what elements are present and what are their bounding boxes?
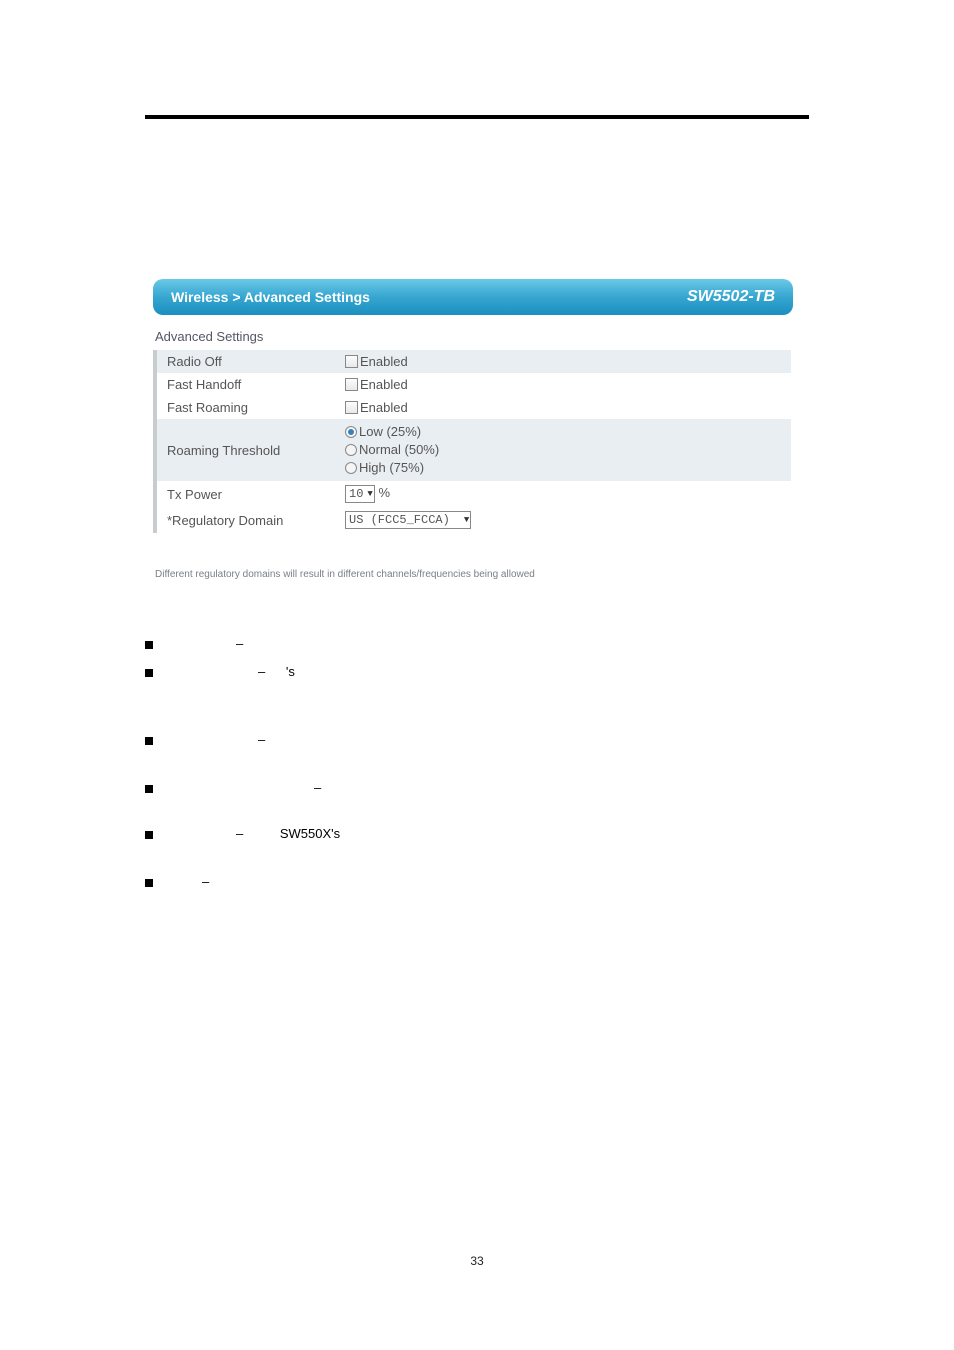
bullet-text: 's: [286, 664, 295, 679]
label-roaming-threshold: Roaming Threshold: [155, 419, 335, 481]
description-list: – – 's – – – SW550X's: [145, 636, 809, 894]
select-regulatory-domain-value: US (FCC5_FCCA): [349, 513, 450, 527]
regulatory-hint: Different regulatory domains will result…: [155, 569, 793, 580]
label-tx-power: Tx Power: [155, 481, 335, 507]
bullet-icon: [145, 641, 153, 649]
top-divider: [145, 115, 809, 119]
dash: –: [258, 732, 265, 747]
row-radio-off: Radio Off Enabled: [155, 350, 791, 373]
row-fast-handoff: Fast Handoff Enabled: [155, 373, 791, 396]
list-item: –: [145, 780, 809, 818]
checkbox-fast-handoff-label: Enabled: [360, 377, 408, 392]
device-model: SW5502-TB: [687, 288, 775, 306]
checkbox-fast-handoff[interactable]: [345, 378, 358, 391]
section-title: Advanced Settings: [153, 315, 793, 350]
label-fast-roaming: Fast Roaming: [155, 396, 335, 419]
chevron-down-icon: ▼: [464, 515, 469, 525]
list-item: – 's: [145, 664, 809, 724]
page-number: 33: [0, 1254, 954, 1268]
settings-table: Radio Off Enabled Fast Handoff Enabled F…: [153, 350, 793, 533]
list-item: –: [145, 636, 809, 656]
radio-roaming-normal[interactable]: [345, 444, 357, 456]
bullet-icon: [145, 831, 153, 839]
checkbox-radio-off-label: Enabled: [360, 354, 408, 369]
bullet-icon: [145, 785, 153, 793]
dash: –: [236, 826, 243, 841]
checkbox-fast-roaming[interactable]: [345, 401, 358, 414]
radio-roaming-low[interactable]: [345, 426, 357, 438]
breadcrumb: Wireless > Advanced Settings: [171, 289, 370, 305]
chevron-down-icon: ▼: [367, 489, 372, 499]
select-regulatory-domain[interactable]: US (FCC5_FCCA) ▼: [345, 511, 471, 529]
dash: –: [258, 664, 265, 679]
bullet-icon: [145, 879, 153, 887]
radio-roaming-high-label: High (75%): [359, 460, 424, 475]
label-regulatory-domain: *Regulatory Domain: [155, 507, 335, 533]
label-fast-handoff: Fast Handoff: [155, 373, 335, 396]
bullet-icon: [145, 737, 153, 745]
label-radio-off: Radio Off: [155, 350, 335, 373]
dash: –: [236, 636, 243, 651]
bullet-text: SW550X's: [280, 826, 340, 841]
checkbox-radio-off[interactable]: [345, 355, 358, 368]
panel-header: Wireless > Advanced Settings SW5502-TB: [153, 279, 793, 315]
bullet-icon: [145, 669, 153, 677]
radio-roaming-normal-label: Normal (50%): [359, 442, 439, 457]
radio-roaming-low-label: Low (25%): [359, 424, 421, 439]
select-tx-power-value: 10: [349, 487, 363, 501]
row-fast-roaming: Fast Roaming Enabled: [155, 396, 791, 419]
list-item: –: [145, 874, 809, 894]
radio-roaming-high[interactable]: [345, 462, 357, 474]
dash: –: [314, 780, 321, 795]
list-item: –: [145, 732, 809, 772]
tx-power-unit: %: [378, 485, 390, 500]
select-tx-power[interactable]: 10 ▼: [345, 485, 375, 503]
advanced-settings-panel: Wireless > Advanced Settings SW5502-TB A…: [153, 279, 793, 580]
checkbox-fast-roaming-label: Enabled: [360, 400, 408, 415]
list-item: – SW550X's: [145, 826, 809, 866]
row-roaming-threshold: Roaming Threshold Low (25%) Normal (50%)…: [155, 419, 791, 481]
dash: –: [202, 874, 209, 889]
row-tx-power: Tx Power 10 ▼ %: [155, 481, 791, 507]
row-regulatory-domain: *Regulatory Domain US (FCC5_FCCA) ▼: [155, 507, 791, 533]
